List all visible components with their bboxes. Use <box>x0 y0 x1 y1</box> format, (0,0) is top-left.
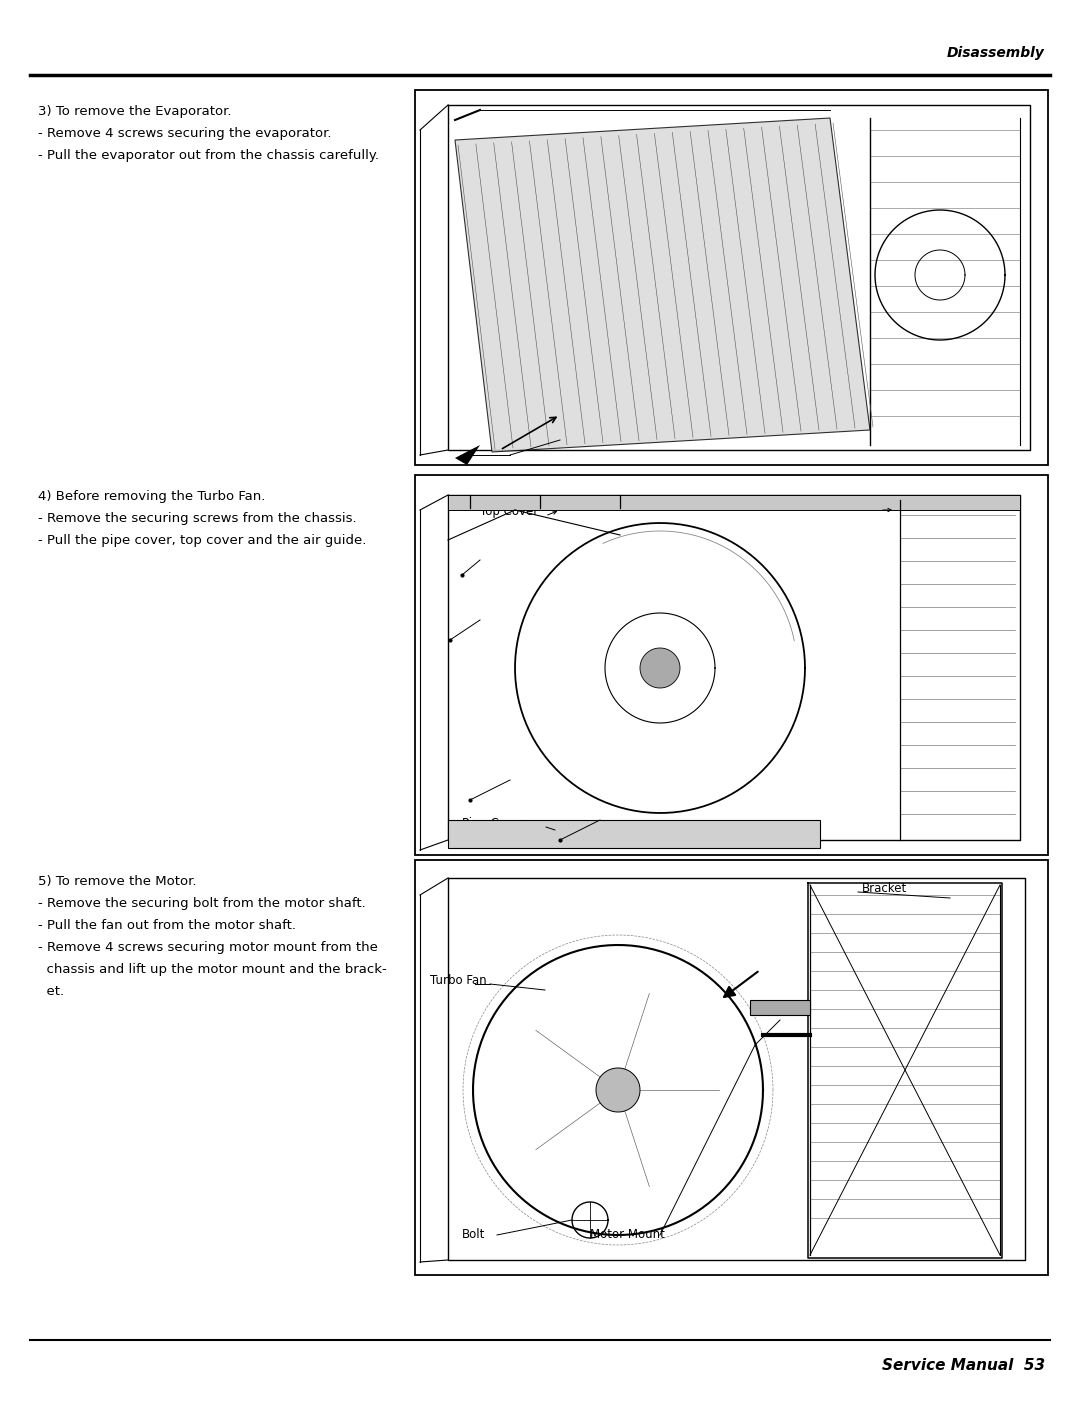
Text: - Remove the securing screws from the chassis.: - Remove the securing screws from the ch… <box>38 511 356 525</box>
Text: Pipe Cover: Pipe Cover <box>462 816 525 829</box>
Polygon shape <box>455 118 870 452</box>
Text: 5) To remove the Motor.: 5) To remove the Motor. <box>38 875 197 888</box>
Text: Service Manual  53: Service Manual 53 <box>882 1359 1045 1373</box>
Text: Disassembly: Disassembly <box>947 46 1045 60</box>
Text: Bolt: Bolt <box>462 1228 485 1242</box>
Text: et.: et. <box>38 985 64 998</box>
Bar <box>415 860 1048 1274</box>
Text: - Pull the evaporator out from the chassis carefully.: - Pull the evaporator out from the chass… <box>38 149 379 162</box>
Text: Motor Mount: Motor Mount <box>590 1228 665 1242</box>
Text: - Pull the fan out from the motor shaft.: - Pull the fan out from the motor shaft. <box>38 919 296 932</box>
Text: 3) To remove the Evaporator.: 3) To remove the Evaporator. <box>38 105 231 118</box>
Text: Top Cover: Top Cover <box>480 506 538 518</box>
Text: Bracket: Bracket <box>862 881 907 895</box>
Text: Turbo Fan: Turbo Fan <box>430 974 487 986</box>
Bar <box>415 90 1048 465</box>
Polygon shape <box>640 648 680 688</box>
Text: 4) Before removing the Turbo Fan.: 4) Before removing the Turbo Fan. <box>38 490 266 503</box>
Bar <box>448 495 1020 510</box>
Bar <box>415 475 1048 856</box>
Text: - Remove 4 screws securing the evaporator.: - Remove 4 screws securing the evaporato… <box>38 126 332 140</box>
Bar <box>750 1000 810 1014</box>
Text: - Pull the pipe cover, top cover and the air guide.: - Pull the pipe cover, top cover and the… <box>38 534 366 547</box>
Text: chassis and lift up the motor mount and the brack-: chassis and lift up the motor mount and … <box>38 962 387 976</box>
Polygon shape <box>455 445 480 465</box>
Text: - Remove 4 screws securing motor mount from the: - Remove 4 screws securing motor mount f… <box>38 941 378 954</box>
Bar <box>448 821 820 849</box>
Polygon shape <box>596 1068 640 1111</box>
Text: Air Guide: Air Guide <box>878 497 933 510</box>
Text: - Remove the securing bolt from the motor shaft.: - Remove the securing bolt from the moto… <box>38 896 366 910</box>
